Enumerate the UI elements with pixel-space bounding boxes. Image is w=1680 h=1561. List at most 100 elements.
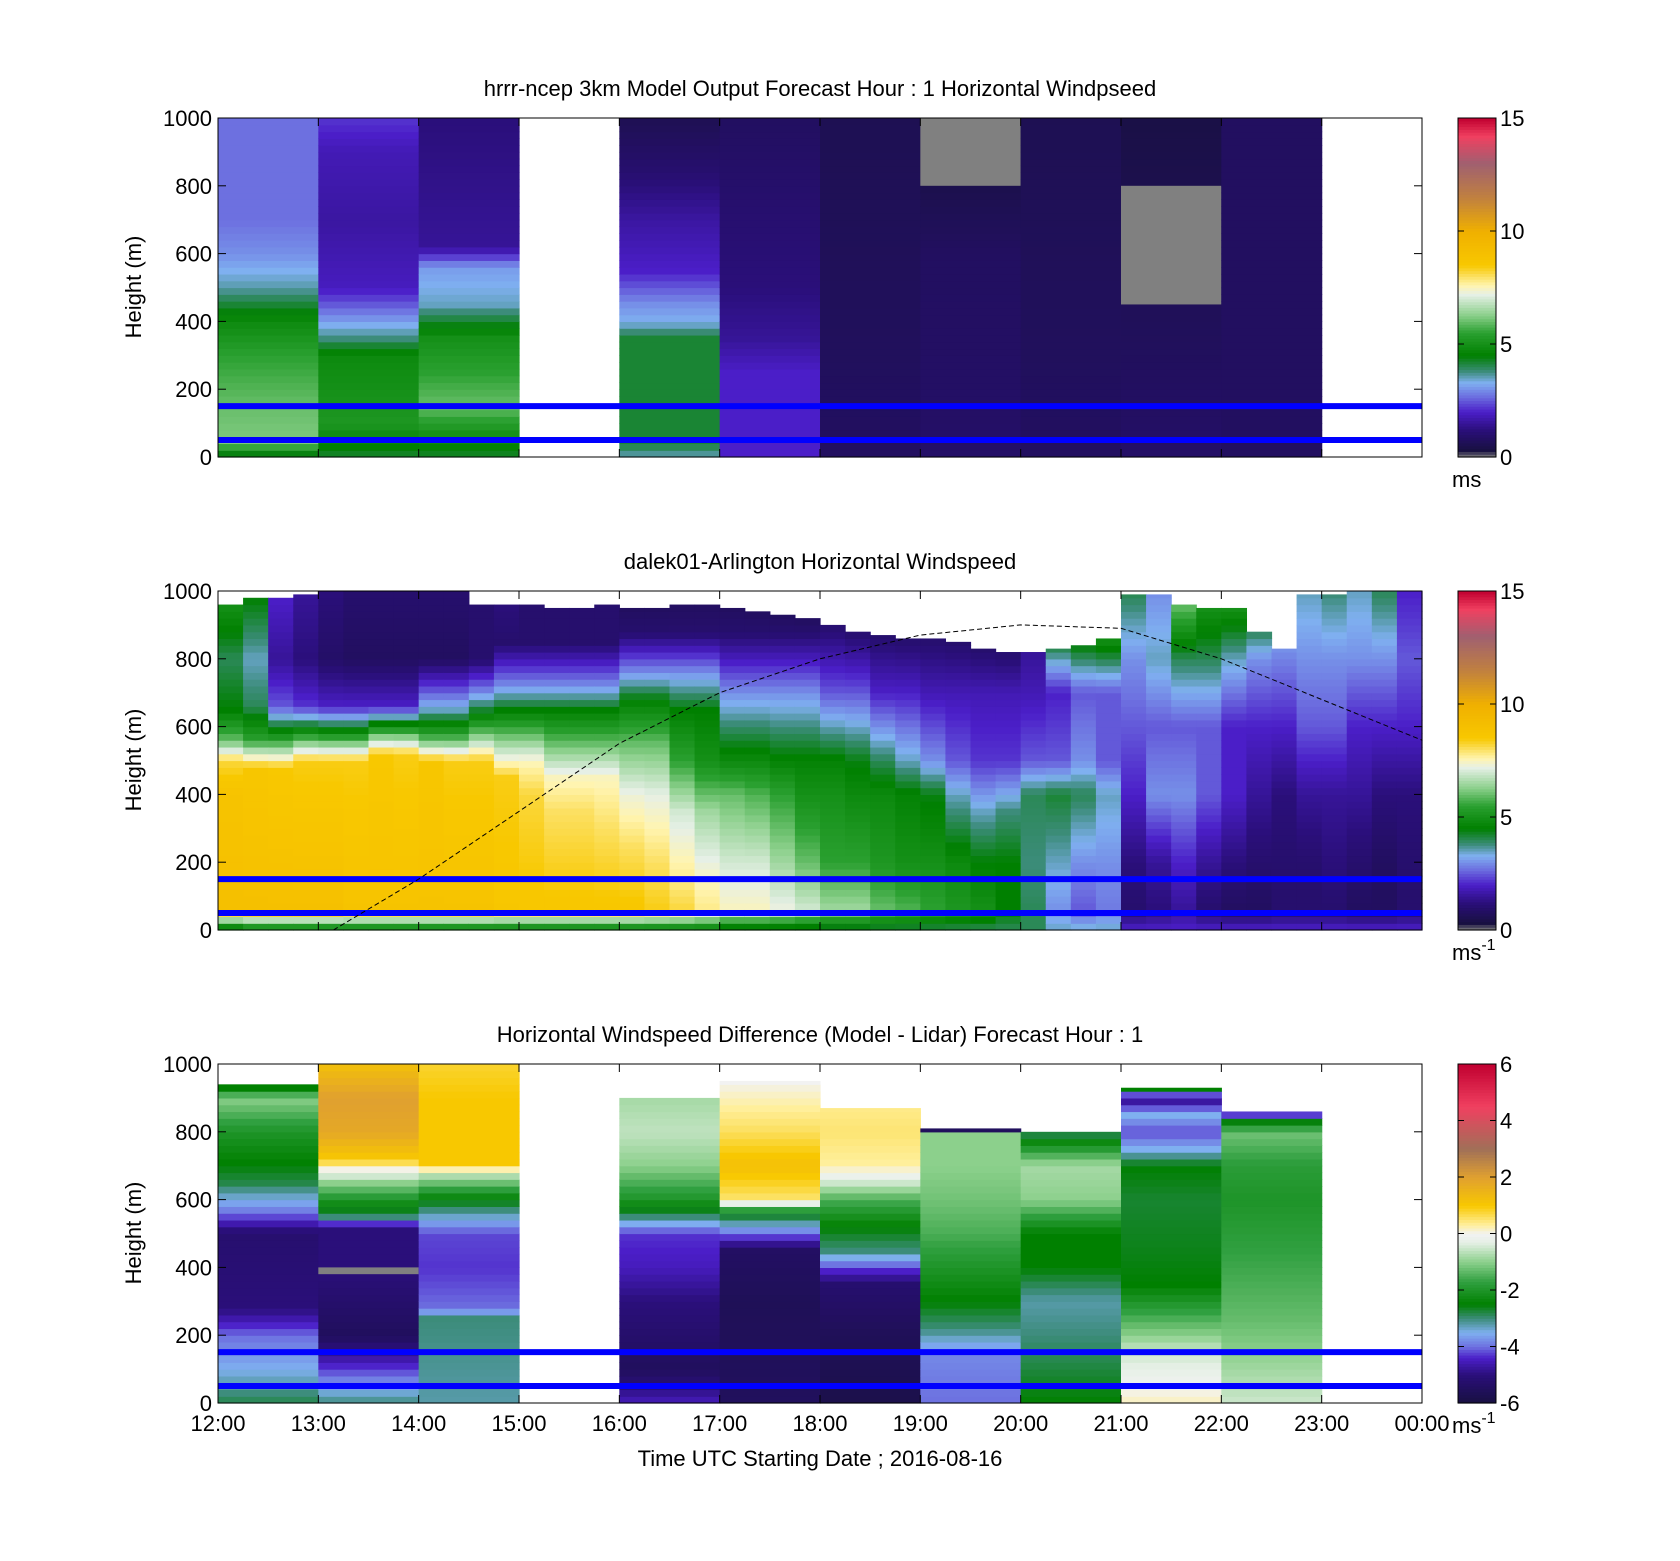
heatmap-cell xyxy=(318,1226,420,1235)
colorbar-segment xyxy=(1458,591,1496,595)
heatmap-cell xyxy=(318,1111,420,1119)
heatmap-cell xyxy=(820,868,846,877)
heatmap-cell xyxy=(1371,848,1398,857)
heatmap-cell xyxy=(418,362,520,370)
heatmap-cell xyxy=(1121,923,1147,931)
heatmap-cell xyxy=(1121,713,1147,721)
heatmap-cell xyxy=(845,665,871,673)
heatmap-cell xyxy=(1146,841,1172,850)
heatmap-cell xyxy=(1221,1362,1323,1370)
heatmap-cell xyxy=(218,794,244,802)
heatmap-cell xyxy=(493,916,520,924)
heatmap-cell xyxy=(493,882,520,890)
heatmap-cell xyxy=(794,692,821,701)
heatmap-cell xyxy=(1095,658,1122,667)
heatmap-cell xyxy=(1346,787,1373,795)
heatmap-cell xyxy=(243,801,269,809)
heatmap-cell xyxy=(1121,1138,1222,1146)
heatmap-cell xyxy=(845,685,871,694)
heatmap-cell xyxy=(418,848,445,857)
heatmap-cell xyxy=(1196,726,1222,734)
heatmap-cell xyxy=(1171,760,1197,768)
heatmap-cell xyxy=(493,658,520,667)
heatmap-cell xyxy=(293,611,319,619)
heatmap-cell xyxy=(920,882,947,890)
heatmap-cell xyxy=(995,719,1022,728)
heatmap-cell xyxy=(970,807,997,816)
heatmap-cell xyxy=(1020,301,1122,309)
heatmap-cell xyxy=(368,618,395,626)
heatmap-cell xyxy=(619,631,646,640)
heatmap-cell xyxy=(418,328,520,336)
heatmap-cell xyxy=(1020,889,1047,897)
heatmap-cell xyxy=(619,199,721,207)
heatmap-cell xyxy=(769,614,796,619)
heatmap-cell xyxy=(895,923,921,931)
colorbar-tick-label: 0 xyxy=(1500,1222,1512,1247)
heatmap-cell xyxy=(920,389,1022,397)
heatmap-cell xyxy=(895,652,921,660)
y-tick-label: 600 xyxy=(175,242,212,267)
heatmap-cell xyxy=(1371,638,1398,646)
heatmap-cell xyxy=(569,882,595,890)
colorbar-segment xyxy=(1458,650,1496,654)
heatmap-cell xyxy=(719,172,821,180)
heatmap-cell xyxy=(619,1308,721,1316)
heatmap-cell xyxy=(1070,685,1097,694)
heatmap-cell xyxy=(719,158,821,167)
heatmap-cell xyxy=(1221,1186,1323,1194)
heatmap-cell xyxy=(468,665,495,673)
heatmap-cell xyxy=(669,794,696,802)
heatmap-cell xyxy=(619,219,721,228)
heatmap-cell xyxy=(468,794,495,802)
heatmap-cell xyxy=(619,375,721,384)
colorbar-segment xyxy=(1458,607,1496,612)
heatmap-cell xyxy=(1020,1219,1122,1228)
heatmap-cell xyxy=(1095,794,1122,802)
heatmap-cell xyxy=(243,814,269,823)
heatmap-cell xyxy=(1221,1308,1323,1316)
heatmap-cell xyxy=(1020,1396,1122,1404)
heatmap-cell xyxy=(268,807,294,816)
heatmap-cell xyxy=(569,713,595,721)
heatmap-cell xyxy=(1221,416,1323,424)
heatmap-cell xyxy=(1321,604,1348,612)
heatmap-cell xyxy=(1020,746,1047,755)
heatmap-cell xyxy=(619,753,646,762)
heatmap-cell xyxy=(1095,774,1122,782)
heatmap-cell xyxy=(1221,665,1248,673)
heatmap-cell xyxy=(694,685,721,694)
heatmap-cell xyxy=(694,767,721,775)
heatmap-cell xyxy=(218,1314,319,1323)
heatmap-cell xyxy=(1221,1111,1323,1119)
heatmap-cell xyxy=(1020,1362,1122,1370)
colorbar-segment xyxy=(1458,1256,1496,1260)
heatmap-cell xyxy=(820,1186,921,1194)
heatmap-cell xyxy=(1121,1219,1222,1228)
heatmap-cell xyxy=(418,253,520,261)
heatmap-cell xyxy=(443,591,470,599)
heatmap-cell xyxy=(970,726,997,734)
heatmap-cell xyxy=(594,848,620,857)
heatmap-cell xyxy=(218,158,319,167)
heatmap-cell xyxy=(493,828,520,836)
heatmap-cell xyxy=(895,665,921,673)
heatmap-cell xyxy=(1070,780,1097,789)
heatmap-cell xyxy=(769,652,796,660)
heatmap-cell xyxy=(1146,916,1172,924)
heatmap-cell xyxy=(820,767,846,775)
heatmap-cell xyxy=(1020,916,1047,924)
heatmap-cell xyxy=(493,733,520,741)
heatmap-cell xyxy=(1070,882,1097,890)
heatmap-cell xyxy=(1346,794,1373,802)
heatmap-cell xyxy=(719,760,746,768)
colorbar-segment xyxy=(1458,1208,1496,1212)
heatmap-cell xyxy=(619,652,646,660)
colorbar-segment xyxy=(1458,1100,1496,1105)
heatmap-cell xyxy=(443,699,470,707)
heatmap-cell xyxy=(945,746,972,755)
heatmap-cell xyxy=(1271,706,1298,714)
colorbar-segment xyxy=(1458,163,1496,167)
heatmap-cell xyxy=(418,341,520,350)
